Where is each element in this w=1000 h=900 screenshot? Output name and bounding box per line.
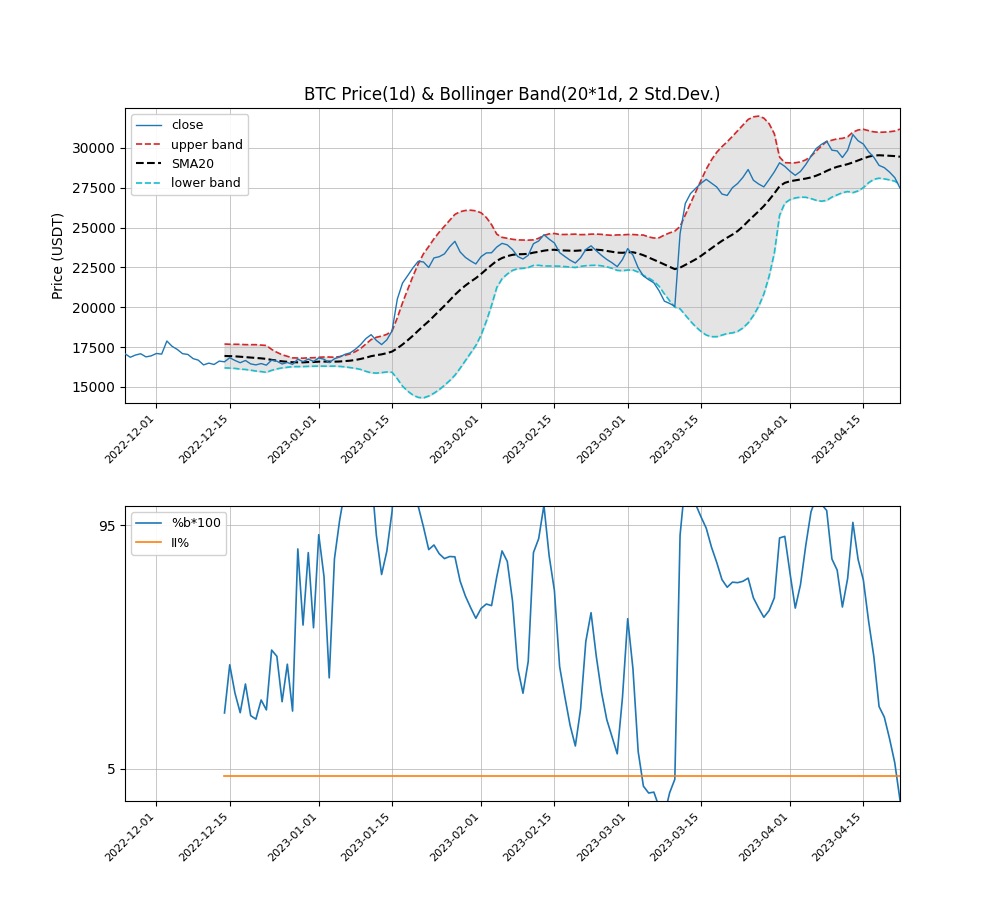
- Line: %b*100: %b*100: [224, 428, 900, 815]
- Line: upper band: upper band: [224, 116, 900, 358]
- Title: BTC Price(1d) & Bollinger Band(20*1d, 2 Std.Dev.): BTC Price(1d) & Bollinger Band(20*1d, 2 …: [304, 86, 721, 104]
- Legend: %b*100, II%: %b*100, II%: [131, 512, 226, 554]
- Line: SMA20: SMA20: [224, 155, 900, 363]
- Line: lower band: lower band: [224, 178, 900, 398]
- Line: close: close: [125, 135, 900, 365]
- Legend: close, upper band, SMA20, lower band: close, upper band, SMA20, lower band: [131, 114, 248, 195]
- Y-axis label: Price (USDT): Price (USDT): [52, 212, 66, 299]
